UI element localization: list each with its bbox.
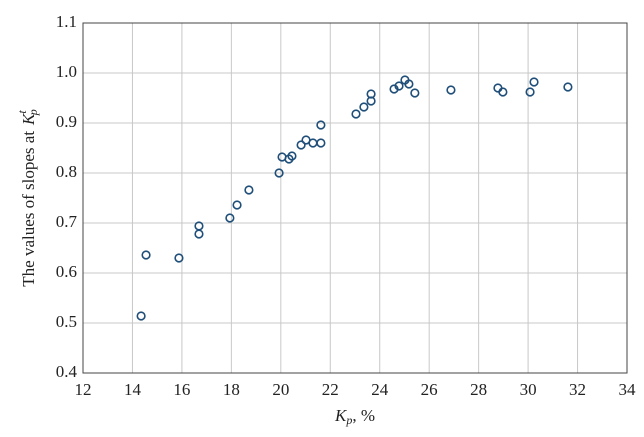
point (359, 102, 369, 112)
y-tick-label: 0.9 (56, 112, 77, 131)
y-tick-label: 1.1 (56, 12, 77, 31)
x-tick-label: 22 (322, 380, 339, 399)
x-tick-label: 12 (75, 380, 92, 399)
point (493, 83, 503, 93)
point (498, 87, 508, 97)
x-tick-label: 18 (223, 380, 240, 399)
y-tick-label: 0.6 (56, 262, 77, 281)
point (225, 213, 235, 223)
point (316, 120, 326, 130)
point (410, 88, 420, 98)
x-tick-label: 28 (470, 380, 487, 399)
point (308, 138, 318, 148)
x-tick-label: 20 (272, 380, 289, 399)
y-tick-label: 0.5 (56, 312, 77, 331)
point (232, 200, 242, 210)
point (244, 185, 254, 195)
x-tick-label: 14 (124, 380, 142, 399)
y-tick-label: 0.7 (56, 212, 78, 231)
point (394, 81, 404, 91)
point (174, 253, 184, 263)
point (446, 85, 456, 95)
y-axis-label: The values of slopes atKtp (15, 109, 40, 286)
point (351, 109, 361, 119)
point (529, 77, 539, 87)
x-tick-label: 26 (421, 380, 438, 399)
x-tick-label: 16 (173, 380, 190, 399)
x-tick-label: 34 (619, 380, 637, 399)
point (296, 140, 306, 150)
y-tick-label: 1.0 (56, 62, 77, 81)
y-tick-label: 0.8 (56, 162, 77, 181)
point (287, 151, 297, 161)
x-tick-label: 24 (371, 380, 389, 399)
point (274, 168, 284, 178)
x-tick-label: 32 (569, 380, 586, 399)
plot-frame (82, 22, 628, 374)
x-axis-label: Kp, % (334, 406, 375, 427)
point (404, 79, 414, 89)
point (316, 138, 326, 148)
x-tick-label: 30 (520, 380, 537, 399)
point (525, 87, 535, 97)
point (366, 89, 376, 99)
point (136, 311, 146, 321)
point (194, 229, 204, 239)
y-tick-label: 0.4 (56, 362, 78, 381)
point (563, 82, 573, 92)
point (141, 250, 151, 260)
